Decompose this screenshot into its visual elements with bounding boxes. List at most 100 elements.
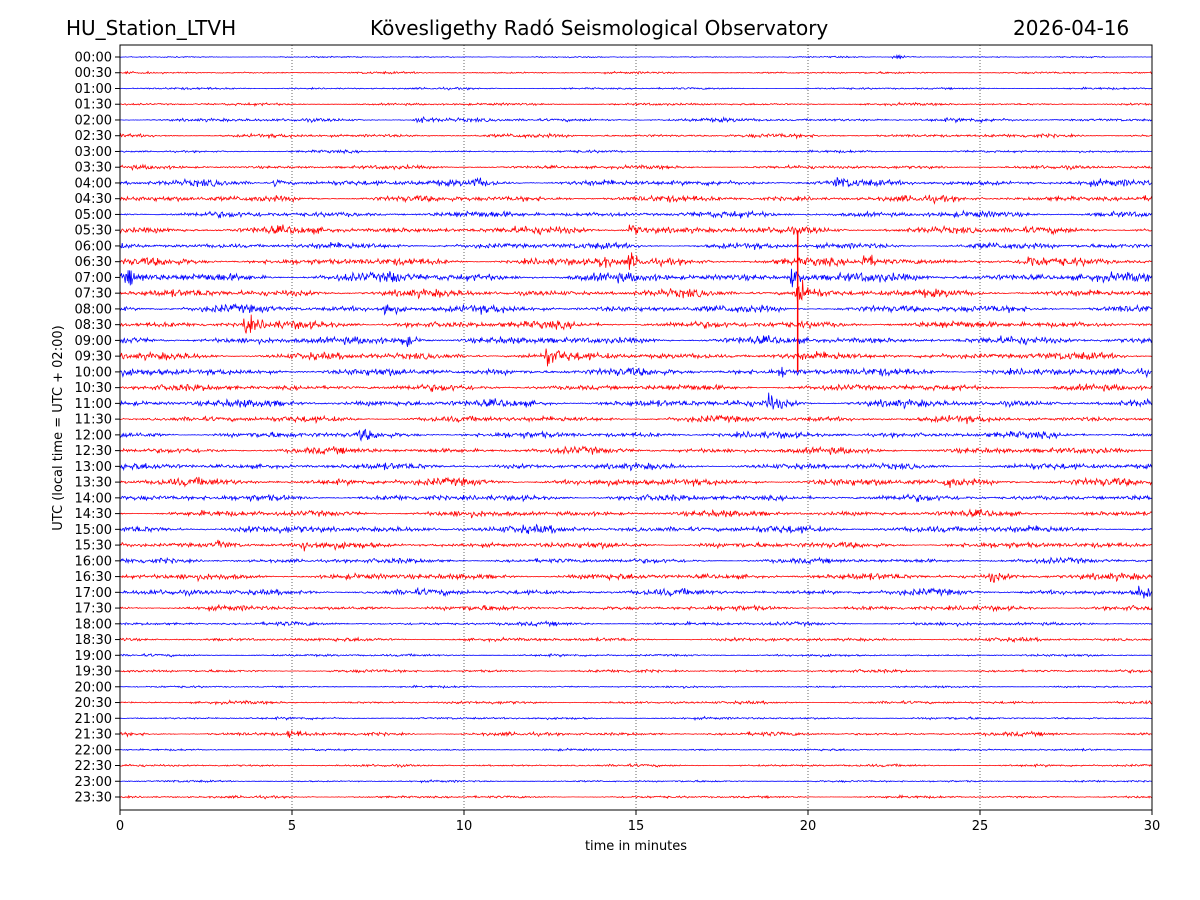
y-tick-label: 11:00 — [75, 397, 112, 412]
y-tick-label: 10:00 — [75, 365, 112, 380]
x-tick-label: 15 — [628, 819, 645, 834]
y-tick-label: 20:00 — [75, 680, 112, 695]
y-tick-label: 01:00 — [75, 82, 112, 97]
y-tick-label: 19:30 — [75, 665, 112, 680]
trace-row-1500 — [119, 523, 1153, 535]
y-tick-label: 07:00 — [75, 271, 112, 286]
trace-row-1900 — [119, 653, 1152, 658]
y-tick-label: 00:30 — [75, 66, 112, 81]
y-tick-label: 09:00 — [75, 334, 112, 349]
trace-row-2200 — [119, 747, 1153, 752]
y-tick-label: 23:00 — [75, 775, 112, 790]
y-tick-label: 16:00 — [75, 554, 112, 569]
trace-row-0700 — [119, 268, 1153, 288]
y-axis-label: UTC (local time = UTC + 02:00) — [51, 325, 66, 530]
y-tick-label: 17:00 — [75, 586, 112, 601]
y-tick-label: 14:00 — [75, 491, 112, 506]
y-tick-label: 20:30 — [75, 696, 112, 711]
y-tick-label: 10:30 — [75, 381, 112, 396]
y-tick-label: 12:30 — [75, 444, 112, 459]
trace-row-0000 — [119, 53, 1153, 60]
y-tick-label: 06:00 — [75, 239, 112, 254]
trace-row-0130 — [119, 101, 1153, 107]
trace-row-0330 — [119, 163, 1153, 171]
trace-row-0830 — [119, 314, 1153, 334]
chart-title: Kövesligethy Radó Seismological Observat… — [370, 16, 829, 40]
trace-row-1830 — [119, 636, 1153, 644]
y-tick-label: 08:00 — [75, 302, 112, 317]
trace-row-1530 — [119, 539, 1153, 552]
x-tick-label: 0 — [116, 819, 124, 834]
y-tick-label: 11:30 — [75, 413, 112, 428]
y-tick-label: 02:30 — [75, 129, 112, 144]
trace-row-1300 — [119, 462, 1153, 472]
y-tick-label: 13:30 — [75, 476, 112, 491]
trace-row-1930 — [119, 668, 1153, 675]
y-tick-label: 05:00 — [75, 208, 112, 223]
y-tick-label: 22:30 — [75, 759, 112, 774]
y-tick-label: 03:30 — [75, 161, 112, 176]
y-tick-label: 03:00 — [75, 145, 112, 160]
y-tick-label: 14:30 — [75, 507, 112, 522]
x-tick-label: 30 — [1144, 819, 1161, 834]
y-tick-label: 02:00 — [75, 113, 112, 128]
y-tick-label: 07:30 — [75, 287, 112, 302]
trace-row-0100 — [119, 86, 1153, 91]
y-tick-label: 21:00 — [75, 712, 112, 727]
y-tick-label: 01:30 — [75, 98, 112, 113]
y-tick-label: 13:00 — [75, 460, 112, 475]
trace-row-0800 — [119, 303, 1153, 316]
trace-row-0300 — [119, 148, 1153, 155]
y-tick-label: 21:30 — [75, 728, 112, 743]
x-axis-label: time in minutes — [585, 839, 687, 854]
trace-row-0930 — [119, 348, 1153, 367]
trace-row-2300 — [119, 778, 1153, 784]
trace-row-0430 — [119, 194, 1153, 205]
y-tick-label: 18:00 — [75, 617, 112, 632]
trace-row-0730 — [119, 279, 1153, 302]
trace-row-2230 — [119, 763, 1153, 769]
y-tick-label: 09:30 — [75, 350, 112, 365]
y-tick-label: 12:00 — [75, 428, 112, 443]
plot-frame — [119, 44, 1153, 811]
trace-row-1430 — [119, 508, 1153, 519]
trace-row-1400 — [119, 493, 1153, 503]
y-tick-label: 04:30 — [75, 192, 112, 207]
x-tick-label: 20 — [800, 819, 817, 834]
trace-row-0530 — [119, 224, 1153, 236]
trace-row-1000 — [119, 366, 1152, 379]
y-tick-label: 19:00 — [75, 649, 112, 664]
trace-row-2000 — [120, 684, 1153, 689]
trace-row-1700 — [119, 585, 1153, 599]
y-tick-label: 16:30 — [75, 570, 112, 585]
trace-row-2030 — [119, 699, 1153, 706]
trace-row-1130 — [119, 414, 1153, 425]
chart-date: 2026-04-16 — [1013, 16, 1130, 40]
y-tick-label: 17:30 — [75, 602, 112, 617]
trace-row-0600 — [119, 241, 1153, 251]
trace-row-1800 — [119, 620, 1153, 628]
y-tick-label: 05:30 — [75, 224, 112, 239]
trace-row-0230 — [119, 132, 1153, 140]
trace-row-2330 — [119, 794, 1153, 800]
trace-row-1600 — [119, 556, 1153, 566]
trace-row-1630 — [120, 572, 1153, 583]
trace-row-1330 — [119, 476, 1153, 489]
y-tick-label: 08:30 — [75, 318, 112, 333]
trace-row-2100 — [119, 715, 1152, 722]
trace-row-1030 — [119, 382, 1153, 393]
trace-row-0630 — [119, 252, 1153, 270]
trace-row-0900 — [119, 335, 1153, 347]
y-tick-label: 22:00 — [75, 743, 112, 758]
trace-row-1730 — [119, 604, 1153, 613]
y-tick-label: 00:00 — [75, 51, 112, 66]
station-name: HU_Station_LTVH — [66, 16, 237, 40]
y-tick-label: 23:30 — [75, 791, 112, 806]
y-tick-label: 15:00 — [75, 523, 112, 538]
trace-row-0500 — [119, 209, 1153, 219]
trace-row-1100 — [119, 392, 1153, 410]
x-tick-label: 10 — [456, 819, 473, 834]
y-tick-label: 04:00 — [75, 176, 112, 191]
